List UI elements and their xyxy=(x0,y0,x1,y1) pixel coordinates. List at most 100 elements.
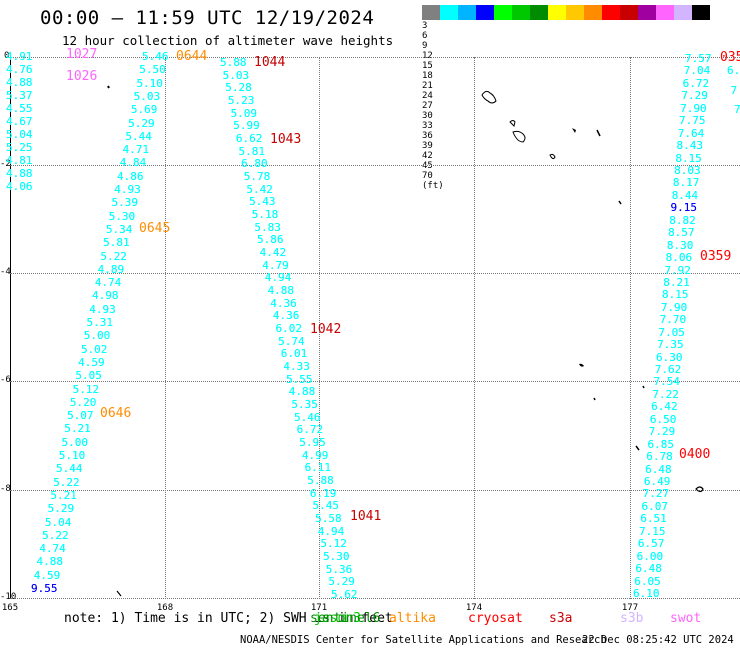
swh-value: 7.29 xyxy=(648,425,676,439)
map-area xyxy=(10,57,740,599)
swh-value: 6.01 xyxy=(280,347,308,361)
island-shape xyxy=(618,200,622,205)
swh-value: 4.99 xyxy=(301,448,329,462)
swh-value: 5.88 xyxy=(220,56,247,69)
swh-value: 4.55 xyxy=(6,102,33,115)
swh-value: 4.74 xyxy=(39,542,66,556)
swh-value: 5.03 xyxy=(222,68,250,82)
swh-value: 5.29 xyxy=(128,116,155,130)
swh-value: 4.84 xyxy=(119,156,147,170)
swh-value: 5.04 xyxy=(6,128,33,141)
pass-time-label: 0645 xyxy=(139,221,171,236)
legend-label: 24 xyxy=(422,91,433,101)
swh-value: 5.00 xyxy=(61,435,89,449)
swh-value: 4.79 xyxy=(262,258,289,272)
swh-value: 7.64 xyxy=(677,126,705,140)
swh-value: 5.78 xyxy=(243,170,271,183)
latitude-gridline xyxy=(10,165,740,166)
island-shape xyxy=(481,90,497,104)
swh-value: 5.50 xyxy=(139,63,166,77)
swh-value: 4.88 xyxy=(36,555,64,569)
credit-line: NOAA/NESDIS Center for Satellite Applica… xyxy=(240,634,607,646)
swh-value: 8.44 xyxy=(671,188,699,202)
swh-value: 4.71 xyxy=(122,143,150,157)
swh-value: 5.10 xyxy=(58,449,86,462)
swh-value: 6.85 xyxy=(647,437,675,451)
swh-value: 4.81 xyxy=(6,154,33,167)
swh-value: 4.59 xyxy=(78,355,105,369)
pass-time-label: 1027 xyxy=(66,47,98,62)
swh-value: 4.93 xyxy=(114,183,141,196)
swh-value: 5.21 xyxy=(64,422,91,436)
swh-value: 4.88 xyxy=(6,76,33,89)
island-shape xyxy=(596,129,601,137)
longitude-tick-label: 165 xyxy=(1,603,19,613)
map-subtitle: 12 hour collection of altimeter wave hei… xyxy=(62,33,394,48)
island-shape xyxy=(635,445,640,451)
swh-value: 4.06 xyxy=(6,180,33,193)
swh-value: 7.35 xyxy=(657,338,684,352)
island-shape xyxy=(509,120,516,127)
swh-value: 5.81 xyxy=(103,236,130,250)
swh-value: 6.57 xyxy=(637,537,665,551)
swh-value: 4.94 xyxy=(317,524,345,538)
swh-value: 6.48 xyxy=(645,462,672,476)
swh-value: 8.30 xyxy=(666,238,694,252)
legend-swatch xyxy=(512,5,530,20)
legend-label: (ft) xyxy=(422,181,444,191)
swh-value: 6.51 xyxy=(640,512,667,526)
legend-swatch xyxy=(548,5,566,20)
swh-value: 6.62 xyxy=(235,132,263,145)
legend-label: 70 xyxy=(422,171,433,181)
swh-value: 4.36 xyxy=(272,309,300,323)
swh-value: 4.88 xyxy=(288,385,316,399)
color-legend xyxy=(422,5,710,20)
legend-swatch xyxy=(656,5,674,20)
swh-value: 5.12 xyxy=(72,382,100,396)
swh-value: 7.70 xyxy=(659,313,687,327)
swh-value: 5.05 xyxy=(75,369,102,383)
longitude-tick-label: 177 xyxy=(621,603,639,613)
legend-label: 36 xyxy=(422,131,433,141)
island-shape xyxy=(579,363,584,367)
latitude-gridline xyxy=(10,490,740,491)
swh-value: 8.06 xyxy=(665,251,693,265)
swh-value: 7.92 xyxy=(664,263,691,277)
swh-value: 5.25 xyxy=(6,141,33,154)
latitude-gridline xyxy=(10,598,740,599)
swh-value: 6.19 xyxy=(309,486,337,500)
legend-swatch xyxy=(494,5,512,20)
latitude-gridline xyxy=(10,381,740,382)
swh-value: 5.86 xyxy=(257,233,284,247)
swh-value: 6.30 xyxy=(655,350,683,364)
latitude-tick-label: -6 xyxy=(0,375,11,385)
island-shape xyxy=(512,130,526,143)
footer-note: note: 1) Time is in UTC; 2) SWH is in fe… xyxy=(64,611,393,626)
swh-value: 5.21 xyxy=(50,488,77,502)
swh-value: 6.10 xyxy=(633,587,660,600)
swh-value: 5.62 xyxy=(331,588,358,601)
swh-value: 6.00 xyxy=(636,549,664,563)
legend-label: 33 xyxy=(422,121,433,131)
legend-swatch xyxy=(566,5,584,20)
legend-swatch xyxy=(692,5,710,20)
swh-value: 5.00 xyxy=(83,329,111,343)
swh-value: 5.44 xyxy=(55,462,83,476)
swh-value: 6.9 xyxy=(727,64,740,77)
latitude-tick-label: -10 xyxy=(0,592,17,602)
swh-value: 4.89 xyxy=(97,262,125,276)
longitude-gridline xyxy=(319,57,320,599)
swh-value: 8.82 xyxy=(669,213,696,227)
swh-value: 5.22 xyxy=(42,528,69,542)
swh-value: 4.33 xyxy=(283,360,310,373)
swh-value: 6.80 xyxy=(241,157,268,171)
satellite-name: s3b xyxy=(620,611,644,626)
swh-value: 5.35 xyxy=(291,398,318,411)
swh-value: 8.17 xyxy=(672,176,700,190)
legend-label: 18 xyxy=(422,71,433,81)
swh-value: 5.46 xyxy=(294,410,321,424)
swh-value: 5.07 xyxy=(67,409,94,423)
swh-value: 6.48 xyxy=(635,562,662,576)
pass-time-label: 035 xyxy=(720,50,740,65)
